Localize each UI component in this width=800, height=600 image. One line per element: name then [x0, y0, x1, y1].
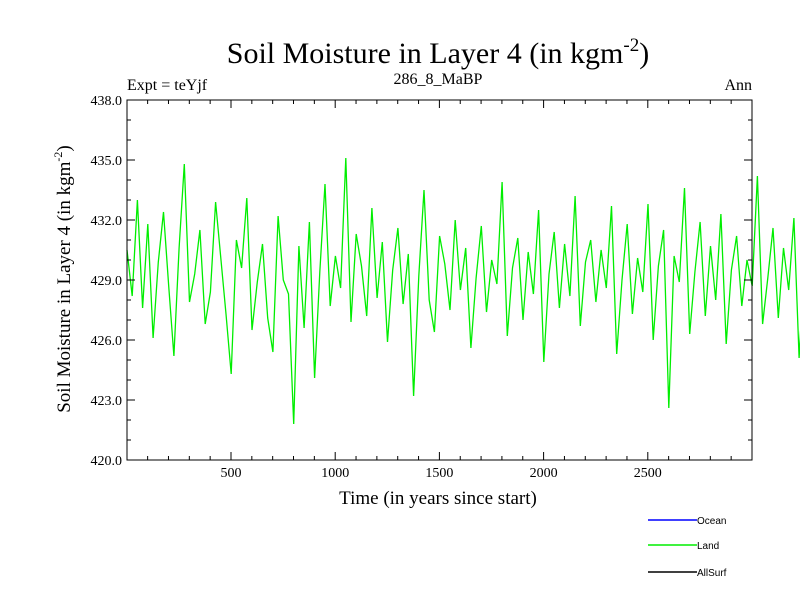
series-group [126, 157, 800, 425]
chart-title-superscript: -2 [623, 35, 639, 56]
x-tick-label: 2500 [634, 466, 662, 481]
chart-title-suffix: ) [639, 37, 649, 70]
ticks-group: 420.0 423.0 426.0 429.0 432.0 435.0 438.0 500 10… [91, 94, 752, 481]
y-tick-label: 423.0 [91, 394, 123, 409]
plot-frame [126, 99, 753, 461]
y-tick-label: 426.0 [91, 334, 123, 349]
x-axis-label: Time (in years since start) [339, 488, 537, 509]
y-tick-label: 432.0 [91, 214, 123, 229]
legend-label-ocean: Ocean [697, 516, 726, 527]
subtitle-left: Expt = teYjf [127, 77, 208, 94]
legend: Ocean Land AllSurf [648, 516, 727, 579]
y-axis-label: Soil Moisture in Layer 4 (in kgm-2) [51, 145, 75, 413]
y-axis-label-superscript: -2 [51, 152, 65, 162]
x-tick-label: 1000 [321, 466, 349, 481]
y-axis-label-suffix: ) [54, 145, 75, 151]
series-line-land [126, 157, 800, 425]
subtitle-right: Ann [724, 77, 752, 94]
y-tick-label: 435.0 [91, 154, 123, 169]
x-tick-label: 500 [220, 466, 241, 481]
legend-label-allsurf: AllSurf [697, 568, 727, 579]
x-tick-label: 2000 [530, 466, 558, 481]
subtitle-center: 286_8_MaBP [394, 71, 483, 88]
y-tick-label: 429.0 [91, 274, 123, 289]
y-tick-label: 438.0 [91, 94, 123, 109]
chart-title: Soil Moisture in Layer 4 (in kgm-2) [227, 35, 649, 70]
legend-label-land: Land [697, 541, 719, 552]
x-tick-label: 1500 [425, 466, 453, 481]
y-tick-label: 420.0 [91, 454, 123, 469]
